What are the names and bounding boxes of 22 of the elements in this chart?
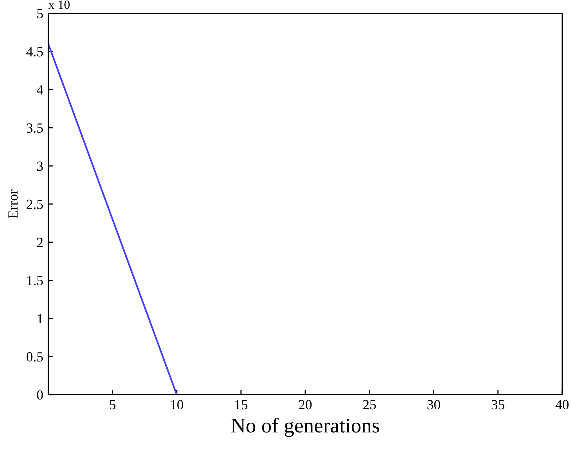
x-tick-label: 35 (492, 400, 505, 410)
y-tick-label: 3 (37, 162, 44, 172)
x-tick-label: 20 (299, 400, 312, 410)
x-tick-label: 25 (363, 400, 376, 410)
y-tick-label: 4 (37, 86, 44, 95)
x-tick-label: 30 (428, 400, 440, 410)
y-tick-label: 2 (37, 238, 43, 248)
y-tick-label: 0.5 (26, 352, 44, 362)
y-axis-title: Error (8, 190, 18, 219)
x-axis-title: No of generations (231, 418, 380, 438)
x-tick-label: 5 (110, 400, 116, 410)
y-tick-label: 3.5 (26, 124, 44, 134)
y-tick-label: 1.5 (28, 276, 44, 286)
y-tick-label: 0 (37, 390, 44, 400)
x-tick-label: 10 (171, 400, 184, 410)
text: x 10 (48, 0, 70, 10)
x-tick-label: 40 (556, 400, 569, 410)
x-tick-label: 15 (236, 400, 248, 410)
y-tick-label: 1 (38, 314, 43, 324)
y-tick-label: 5 (38, 9, 44, 19)
y-tick-label: 4.5 (26, 47, 44, 57)
y-tick-label: 2.5 (26, 200, 44, 210)
